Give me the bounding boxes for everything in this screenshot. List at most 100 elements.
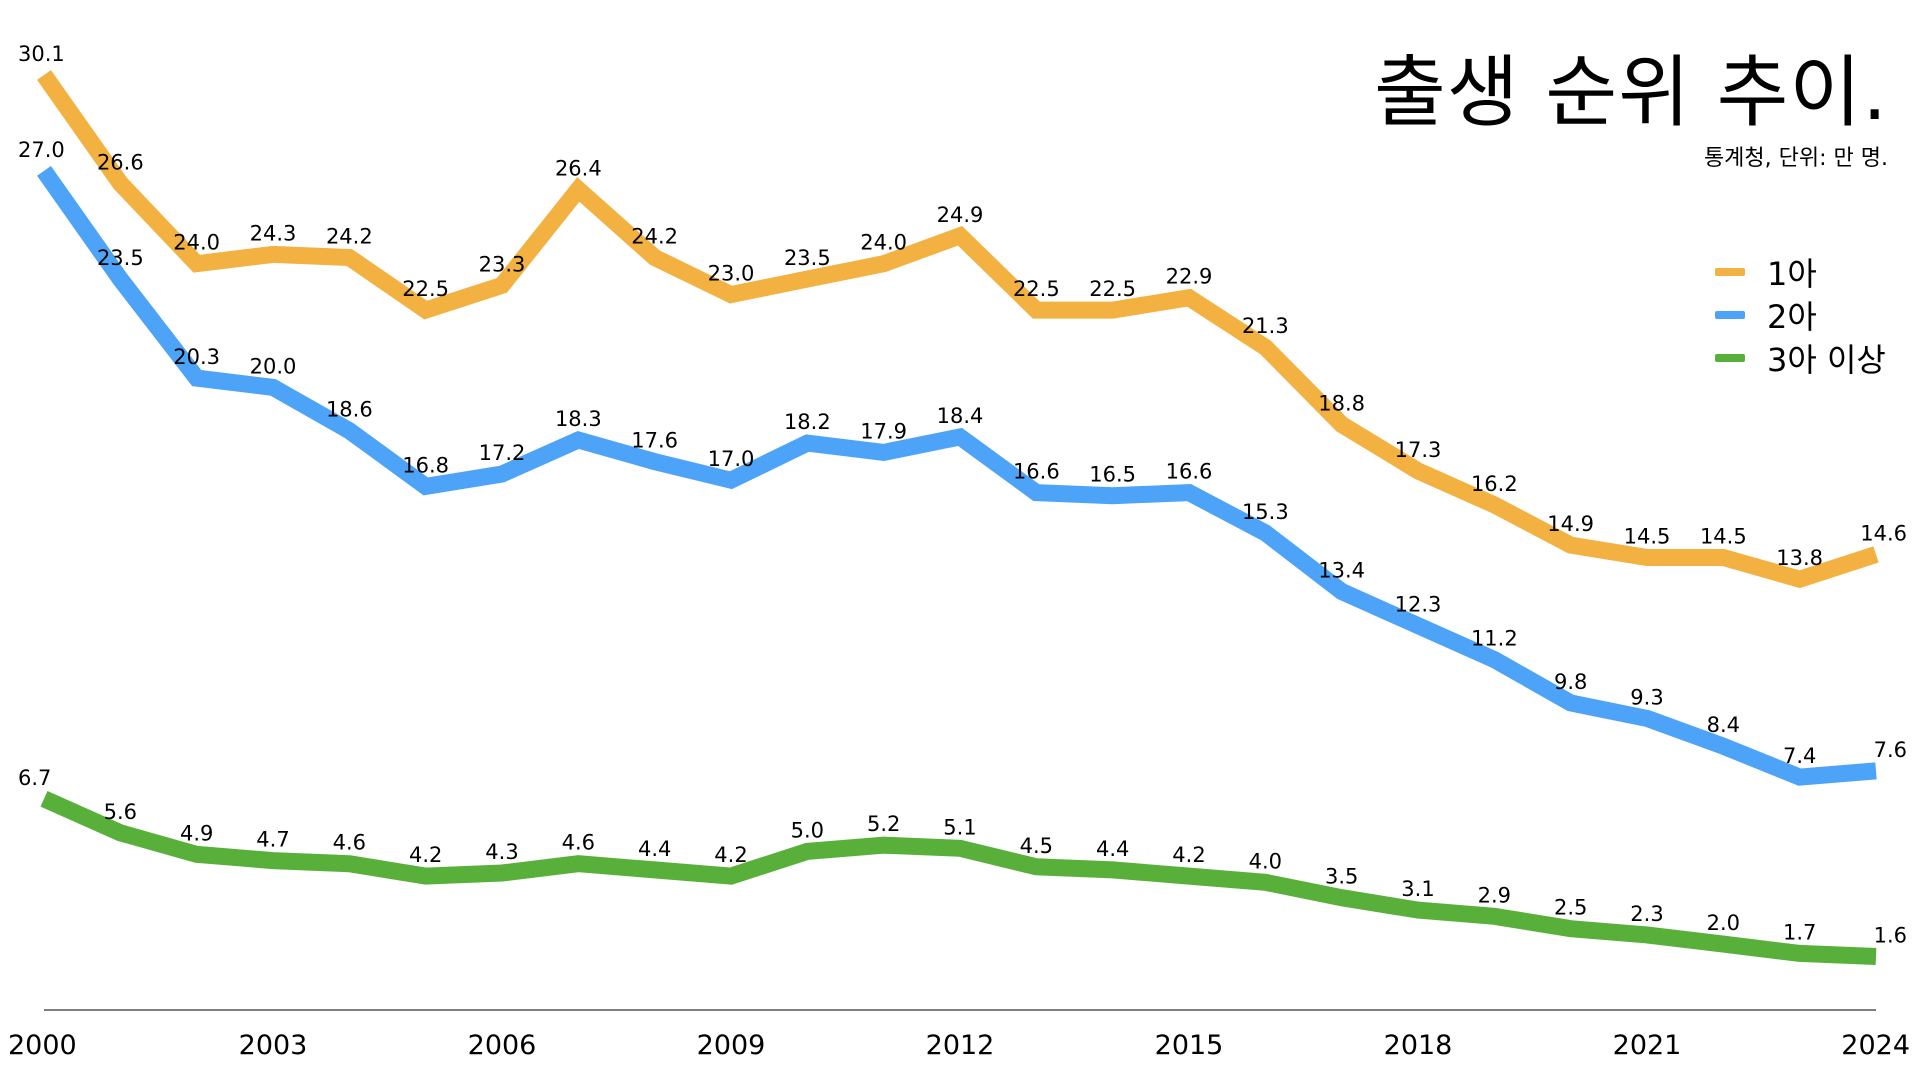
x-tick-label: 2000 (8, 1030, 77, 1061)
data-label-2: 2.5 (1554, 896, 1587, 920)
data-label-0: 26.6 (97, 150, 144, 174)
data-label-1: 15.3 (1242, 500, 1289, 524)
data-label-0: 14.6 (1860, 521, 1907, 545)
data-label-0: 22.5 (1089, 277, 1136, 301)
data-label-2: 4.9 (180, 821, 213, 845)
data-label-2: 2.0 (1707, 911, 1740, 935)
data-label-1: 20.3 (173, 345, 220, 369)
data-label-1: 16.6 (1013, 460, 1060, 484)
legend-item-1a: 1아 (1715, 250, 1886, 293)
data-label-2: 3.1 (1401, 877, 1434, 901)
data-label-0: 24.0 (173, 231, 220, 255)
legend-item-2a: 2아 (1715, 293, 1886, 336)
legend: 1아 2아 3아 이상 (1715, 250, 1886, 379)
data-label-2: 1.6 (1874, 924, 1907, 948)
data-label-2: 4.2 (714, 843, 747, 867)
legend-label-2a: 2아 (1767, 297, 1817, 336)
data-label-0: 24.2 (326, 224, 373, 248)
data-label-1: 9.8 (1554, 670, 1587, 694)
data-label-1: 18.6 (326, 398, 373, 422)
series-line-1 (37, 166, 1877, 786)
legend-item-3a-plus: 3아 이상 (1715, 336, 1886, 379)
data-label-1: 8.4 (1707, 713, 1740, 737)
legend-label-1a: 1아 (1767, 254, 1817, 293)
data-label-0: 24.2 (631, 224, 678, 248)
data-label-1: 16.5 (1089, 463, 1136, 487)
data-label-1: 11.2 (1471, 627, 1518, 651)
data-label-2: 4.5 (1020, 834, 1053, 858)
data-label-0: 17.3 (1395, 438, 1442, 462)
data-label-2: 6.7 (18, 766, 51, 790)
data-label-0: 14.5 (1624, 525, 1671, 549)
data-label-2: 5.2 (867, 812, 900, 836)
data-label-1: 12.3 (1395, 593, 1442, 617)
data-label-0: 22.5 (1013, 277, 1060, 301)
data-label-0: 18.8 (1318, 392, 1365, 416)
data-label-0: 24.0 (860, 231, 907, 255)
data-label-0: 22.9 (1166, 265, 1213, 289)
data-label-2: 4.7 (256, 828, 289, 852)
data-label-0: 30.1 (18, 42, 65, 66)
data-label-0: 14.5 (1700, 525, 1747, 549)
x-tick-label: 2018 (1384, 1030, 1453, 1061)
data-label-1: 17.0 (708, 447, 755, 471)
data-label-1: 18.2 (784, 410, 831, 434)
data-label-1: 18.4 (937, 404, 984, 428)
series-line-2 (40, 791, 1877, 965)
data-label-0: 23.3 (479, 252, 526, 276)
data-label-0: 14.9 (1547, 512, 1594, 536)
legend-label-3a-plus: 3아 이상 (1767, 340, 1886, 379)
data-label-1: 17.9 (860, 419, 907, 443)
x-tick-label: 2006 (468, 1030, 537, 1061)
x-tick-label: 2003 (239, 1030, 308, 1061)
data-label-1: 20.0 (250, 354, 297, 378)
data-label-2: 2.3 (1630, 902, 1663, 926)
data-label-2: 3.5 (1325, 865, 1358, 889)
data-label-2: 4.0 (1249, 849, 1282, 873)
legend-swatch-3a-plus (1715, 353, 1745, 362)
data-label-0: 23.5 (784, 246, 831, 270)
data-label-1: 9.3 (1630, 685, 1663, 709)
data-label-2: 5.0 (791, 818, 824, 842)
data-label-0: 24.3 (250, 221, 297, 245)
data-label-0: 13.8 (1776, 546, 1823, 570)
data-label-1: 16.8 (402, 453, 449, 477)
data-label-0: 16.2 (1471, 472, 1518, 496)
series-line-0 (37, 70, 1879, 589)
data-label-1: 17.2 (479, 441, 526, 465)
data-label-2: 4.2 (409, 843, 442, 867)
data-label-1: 7.6 (1874, 738, 1907, 762)
chart-subtitle: 통계청, 단위: 만 명. (1703, 146, 1888, 171)
chart-title: 출생 순위 추이. (1374, 48, 1888, 138)
legend-swatch-2a (1715, 310, 1745, 319)
data-label-2: 4.4 (1096, 837, 1129, 861)
x-tick-label: 2021 (1613, 1030, 1682, 1061)
data-label-1: 27.0 (18, 138, 65, 162)
data-label-2: 4.6 (333, 831, 366, 855)
data-label-2: 5.6 (104, 800, 137, 824)
data-label-2: 4.6 (562, 831, 595, 855)
x-tick-label: 2012 (926, 1030, 995, 1061)
data-label-0: 24.9 (937, 203, 984, 227)
x-tick-label: 2015 (1155, 1030, 1224, 1061)
data-label-2: 4.4 (638, 837, 671, 861)
data-label-1: 18.3 (555, 407, 602, 431)
x-tick-label: 2024 (1841, 1030, 1910, 1061)
data-label-1: 7.4 (1783, 744, 1816, 768)
data-label-2: 4.2 (1172, 843, 1205, 867)
data-label-2: 4.3 (485, 840, 518, 864)
x-tick-label: 2009 (697, 1030, 766, 1061)
data-label-1: 13.4 (1318, 559, 1365, 583)
data-label-1: 16.6 (1166, 460, 1213, 484)
data-label-2: 1.7 (1783, 920, 1816, 944)
data-label-0: 26.4 (555, 156, 602, 180)
data-label-2: 2.9 (1478, 883, 1511, 907)
data-label-0: 23.0 (708, 262, 755, 286)
data-label-0: 22.5 (402, 277, 449, 301)
data-label-1: 17.6 (631, 429, 678, 453)
data-label-0: 21.3 (1242, 314, 1289, 338)
data-label-1: 23.5 (97, 246, 144, 270)
data-label-2: 5.1 (943, 815, 976, 839)
